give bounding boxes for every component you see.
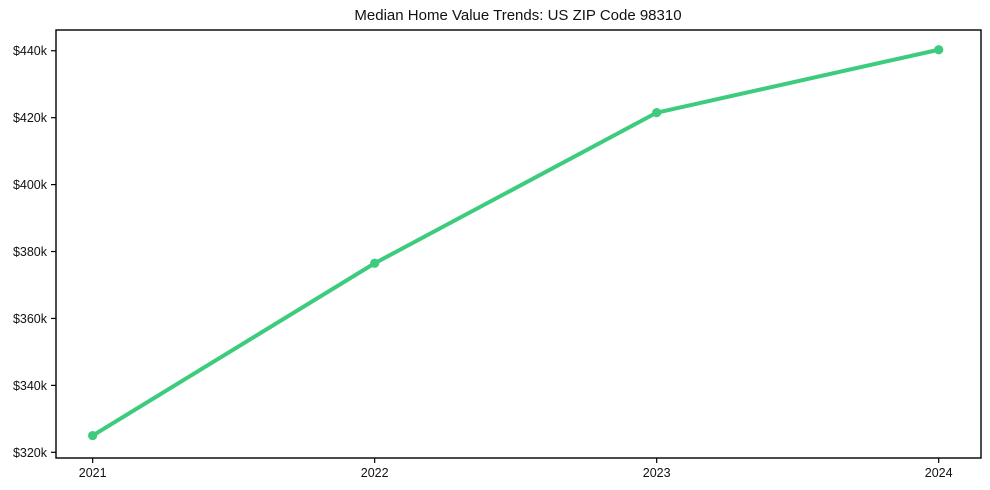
plot-area [56,30,981,458]
x-tick-label: 2023 [643,466,671,480]
x-tick-label: 2022 [361,466,389,480]
data-point-marker [652,108,662,118]
y-tick-label: $380k [13,245,48,259]
y-tick-label: $340k [13,379,48,393]
y-tick-label: $420k [13,111,48,125]
x-tick-label: 2021 [79,466,107,480]
plot-border [55,29,982,459]
y-tick-label: $360k [13,312,48,326]
y-tick-label: $440k [13,44,48,58]
data-point-marker [934,45,944,55]
data-point-marker [88,430,98,441]
y-tick-label: $400k [13,178,48,192]
data-point-marker [370,258,380,268]
trend-line [90,47,941,438]
chart-title: Median Home Value Trends: US ZIP Code 98… [354,7,681,24]
x-tick-label: 2024 [925,466,953,480]
y-tick-label: $320k [13,446,48,460]
chart-content: $320k $340k $360k $380k $400k $420k $440k 2021 2… [13,44,953,480]
